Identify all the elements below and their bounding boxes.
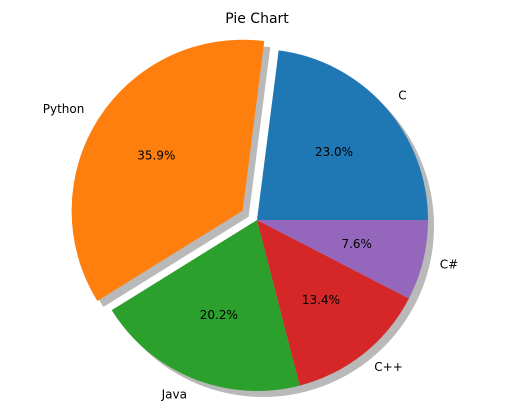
slice-c: [257, 50, 428, 220]
slice-percent-python: 35.9%: [137, 148, 175, 162]
slice-cplusplus: [257, 220, 409, 386]
slice-percent-csharp: 7.6%: [341, 237, 372, 251]
slice-percent-java: 20.2%: [200, 308, 238, 322]
slice-percent-cplusplus: 13.4%: [302, 293, 340, 307]
slice-csharp: [257, 220, 428, 299]
slice-java: [111, 220, 300, 391]
slice-python: [71, 39, 265, 301]
slice-label-c: C: [398, 89, 406, 103]
slice-label-csharp: C#: [440, 257, 458, 271]
slice-label-python: Python: [43, 102, 85, 116]
slice-layer: [71, 39, 428, 391]
label-layer: C 23.0% Python 35.9% Java 20.2% C++ 13.4% C# 7.6%: [43, 89, 458, 402]
slice-label-java: Java: [161, 388, 187, 402]
slice-label-cplusplus: C++: [374, 360, 403, 374]
chart-title: Pie Chart: [225, 11, 289, 27]
slice-percent-c: 23.0%: [315, 145, 353, 159]
